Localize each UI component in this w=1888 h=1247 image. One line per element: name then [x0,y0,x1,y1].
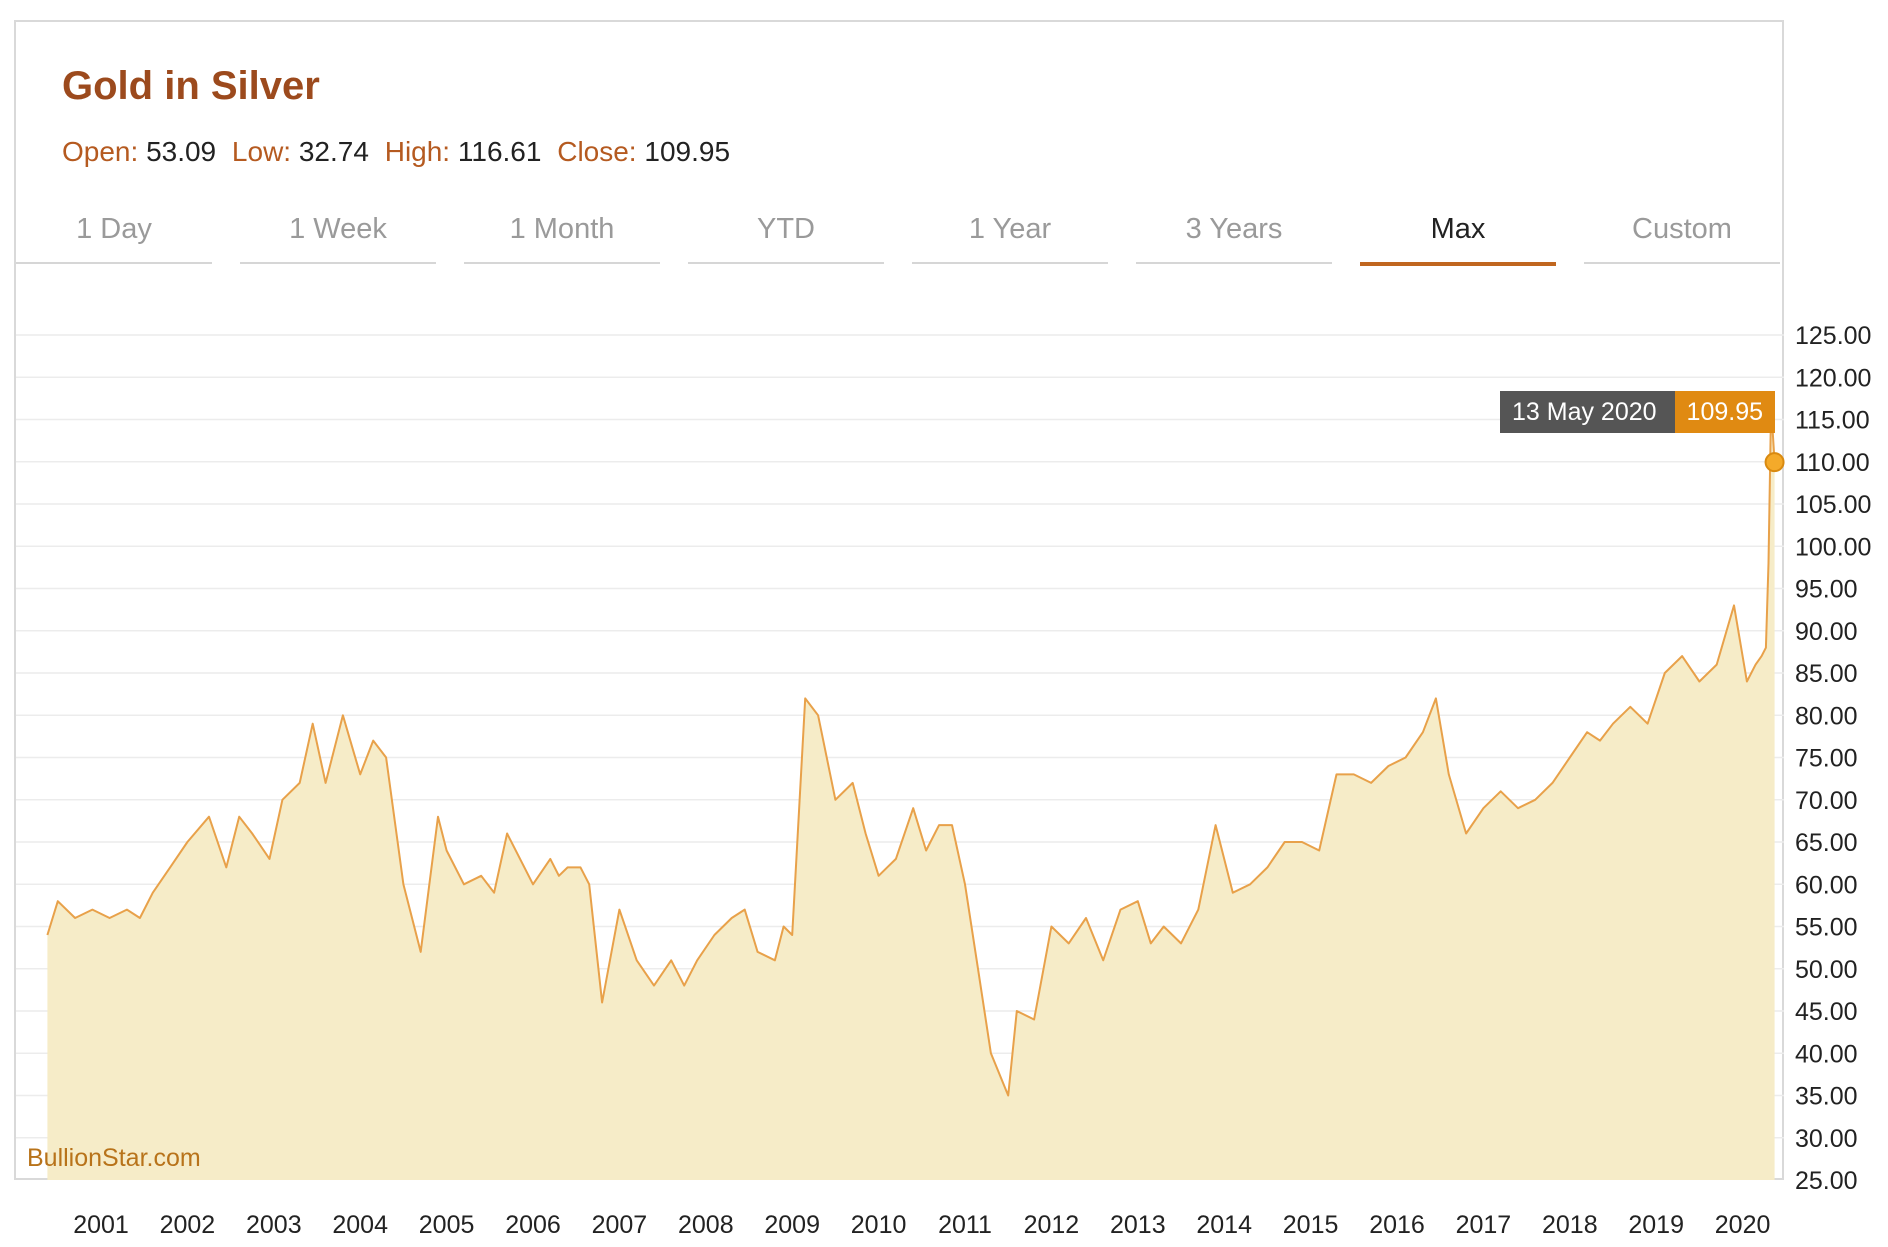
y-tick-label: 80.00 [1795,702,1858,730]
x-tick-label: 2019 [1628,1211,1684,1239]
hover-tooltip: 13 May 2020 109.95 [1500,391,1776,433]
tab-1-year[interactable]: 1 Year [912,206,1108,264]
y-tick-label: 45.00 [1795,998,1858,1026]
y-axis-ticks: 25.00 30.00 35.00 40.00 45.00 50.00 55.00 60.00… [1795,322,1871,1195]
y-tick-label: 70.00 [1795,787,1858,815]
high-label: High: [384,136,451,167]
x-tick-label: 2015 [1283,1211,1339,1239]
chart-title: Gold in Silver [62,64,320,108]
y-tick-label: 115.00 [1795,407,1870,435]
x-tick-label: 2007 [592,1211,648,1239]
x-tick-label: 2010 [851,1211,907,1239]
y-tick-label: 35.00 [1795,1083,1858,1111]
tooltip-date: 13 May 2020 [1500,391,1675,433]
low-label: Low: [231,136,292,167]
x-tick-label: 2012 [1024,1211,1080,1239]
series-line [46,405,1776,1097]
y-tick-label: 110.00 [1795,449,1870,477]
x-tick-label: 2018 [1542,1211,1598,1239]
x-tick-label: 2013 [1110,1211,1166,1239]
y-tick-label: 125.00 [1795,322,1871,350]
x-tick-label: 2004 [332,1211,388,1239]
tab-max[interactable]: Max [1360,206,1556,266]
x-tick-label: 2014 [1196,1211,1252,1239]
x-tick-label: 2009 [764,1211,820,1239]
high-value: 116.61 [457,136,542,167]
close-value: 109.95 [644,136,731,167]
tab-1-day[interactable]: 1 Day [16,206,212,264]
tab-1-week[interactable]: 1 Week [240,206,436,264]
tab-custom[interactable]: Custom [1584,206,1780,264]
x-axis-ticks: 2001 2002 2003 2004 2005 2006 2007 2008 2009 2010… [73,1211,1770,1239]
y-tick-label: 85.00 [1795,660,1858,688]
x-tick-label: 2016 [1369,1211,1425,1239]
low-value: 32.74 [298,136,369,167]
x-tick-label: 2002 [160,1211,216,1239]
y-tick-label: 100.00 [1795,533,1871,561]
x-tick-label: 2020 [1715,1211,1771,1239]
y-tick-label: 55.00 [1795,914,1858,942]
y-tick-label: 25.00 [1795,1167,1858,1195]
open-value: 53.09 [146,136,217,167]
tooltip-value: 109.95 [1674,391,1776,433]
y-tick-label: 50.00 [1795,956,1858,984]
y-tick-label: 30.00 [1795,1125,1858,1153]
y-tick-label: 60.00 [1795,871,1858,899]
y-tick-label: 95.00 [1795,576,1858,604]
range-tabs: 1 Day 1 Week 1 Month YTD 1 Year 3 Years … [16,206,1784,266]
x-tick-label: 2017 [1456,1211,1512,1239]
series-area-fill [47,406,1775,1180]
tab-ytd[interactable]: YTD [688,206,884,264]
tab-1-month[interactable]: 1 Month [464,206,660,264]
y-tick-label: 90.00 [1795,618,1858,646]
tab-3-years[interactable]: 3 Years [1136,206,1332,264]
y-tick-label: 105.00 [1795,491,1871,519]
x-tick-label: 2005 [419,1211,475,1239]
y-tick-label: 40.00 [1795,1040,1858,1068]
close-label: Close: [557,136,637,167]
ohlc-stats: Open: 53.09 Low: 32.74 High: 116.61 Clos… [62,134,738,170]
open-label: Open: [62,136,139,167]
last-point-marker[interactable] [1764,452,1785,473]
x-tick-label: 2003 [246,1211,302,1239]
x-tick-label: 2011 [938,1211,992,1239]
y-tick-label: 65.00 [1795,829,1858,857]
x-tick-label: 2008 [678,1211,734,1239]
y-tick-label: 120.00 [1795,364,1871,392]
watermark: BullionStar.com [27,1144,201,1172]
y-tick-label: 75.00 [1795,745,1858,773]
x-tick-label: 2006 [505,1211,561,1239]
x-tick-label: 2001 [73,1211,129,1239]
